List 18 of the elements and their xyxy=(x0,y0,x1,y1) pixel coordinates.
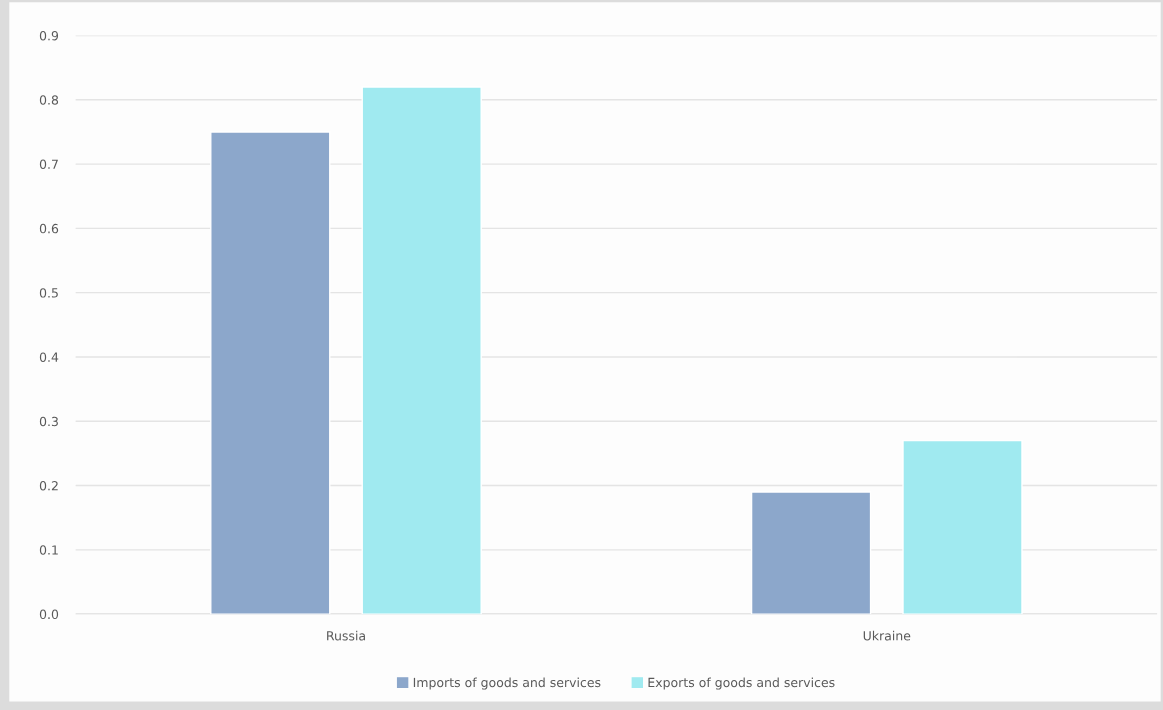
y-tick-label: 0.5 xyxy=(39,288,58,298)
y-tick-label: 0.0 xyxy=(39,609,59,620)
legend-label: Exports of goods and services xyxy=(648,677,835,690)
bar xyxy=(902,439,1023,615)
x-tick-label: Russia xyxy=(327,630,365,641)
y-tick-label: 0.7 xyxy=(39,159,58,170)
y-tick-label: 0.8 xyxy=(39,95,59,105)
y-tick-label: 0.3 xyxy=(39,416,58,427)
y-tick-label: 0.4 xyxy=(39,352,59,362)
x-tick-label: Ukraine xyxy=(863,630,911,641)
bar xyxy=(750,491,872,615)
y-tick-label: 0.6 xyxy=(39,223,59,234)
y-tick-label: 0.2 xyxy=(39,481,58,491)
y-tick-label: 0.1 xyxy=(39,545,58,555)
y-tick-label: 0.9 xyxy=(39,30,59,41)
legend-label: Imports of goods and services xyxy=(413,677,601,690)
bar xyxy=(361,86,482,615)
bar xyxy=(210,131,331,615)
